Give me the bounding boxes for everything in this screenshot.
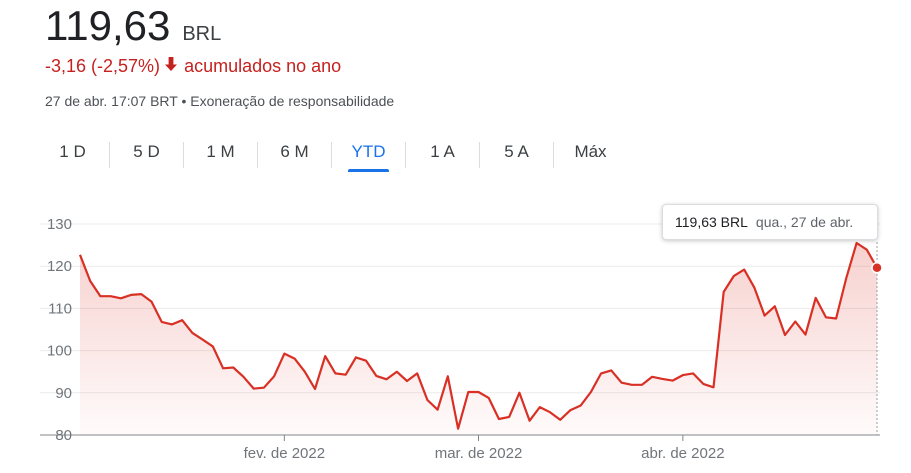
- tab-1a[interactable]: 1 A: [430, 142, 455, 161]
- arrow-down-icon: [164, 56, 178, 77]
- disclaimer-link[interactable]: Exoneração de responsabilidade: [190, 93, 395, 109]
- change-value: -3,16 (-2,57%): [45, 56, 161, 76]
- tab-ytd[interactable]: YTD: [332, 138, 405, 172]
- tab-5a[interactable]: 5 A: [504, 142, 529, 161]
- quote-header: 119,63 BRL: [45, 2, 221, 50]
- tab-divider: [257, 142, 258, 168]
- x-tick-label: mar. de 2022: [435, 445, 523, 462]
- tooltip-price: 119,63 BRL: [675, 214, 748, 230]
- currency-label: BRL: [182, 23, 222, 45]
- tab-5d[interactable]: 5 D: [133, 142, 160, 161]
- tab-divider: [183, 142, 184, 168]
- tab-divider: [405, 142, 406, 168]
- tab-1d[interactable]: 1 D: [59, 142, 86, 161]
- meta-separator: •: [181, 93, 187, 109]
- y-tick-label: 100: [47, 343, 72, 360]
- price-line: [78, 241, 878, 430]
- tab-divider: [553, 142, 554, 168]
- y-axis: 80 90 100 110 120 130: [47, 216, 72, 444]
- x-axis: fev. de 2022 mar. de 2022 abr. de 2022: [244, 435, 725, 462]
- tab-divider: [109, 142, 110, 168]
- y-tick-label: 90: [55, 385, 72, 402]
- y-tick-label: 130: [47, 216, 72, 233]
- tab-divider: [331, 142, 332, 168]
- price-value: 119,63: [45, 2, 171, 49]
- price-area: [80, 243, 877, 435]
- range-tabs: 1 D 5 D 1 M 6 M YTD 1 A 5 A Máx: [36, 138, 627, 172]
- quote-timestamp: 27 de abr. 17:07 BRT: [45, 93, 178, 109]
- x-tick-label: fev. de 2022: [244, 445, 325, 462]
- change-row: -3,16 (-2,57%) acumulados no ano: [45, 56, 341, 77]
- y-tick-label: 80: [55, 427, 72, 444]
- tab-1m[interactable]: 1 M: [206, 142, 235, 161]
- change-period-label: acumulados no ano: [184, 56, 342, 76]
- quote-meta: 27 de abr. 17:07 BRT • Exoneração de res…: [45, 93, 394, 109]
- tab-divider: [479, 142, 480, 168]
- price-tooltip: 119,63 BRL qua., 27 de abr.: [662, 204, 878, 240]
- y-tick-label: 110: [48, 300, 72, 317]
- tooltip-date: qua., 27 de abr.: [755, 214, 854, 230]
- tab-6m[interactable]: 6 M: [280, 142, 309, 161]
- x-tick-label: abr. de 2022: [641, 445, 724, 462]
- last-price-dot: [871, 262, 883, 274]
- y-tick-label: 120: [47, 258, 72, 275]
- tab-max[interactable]: Máx: [574, 142, 607, 161]
